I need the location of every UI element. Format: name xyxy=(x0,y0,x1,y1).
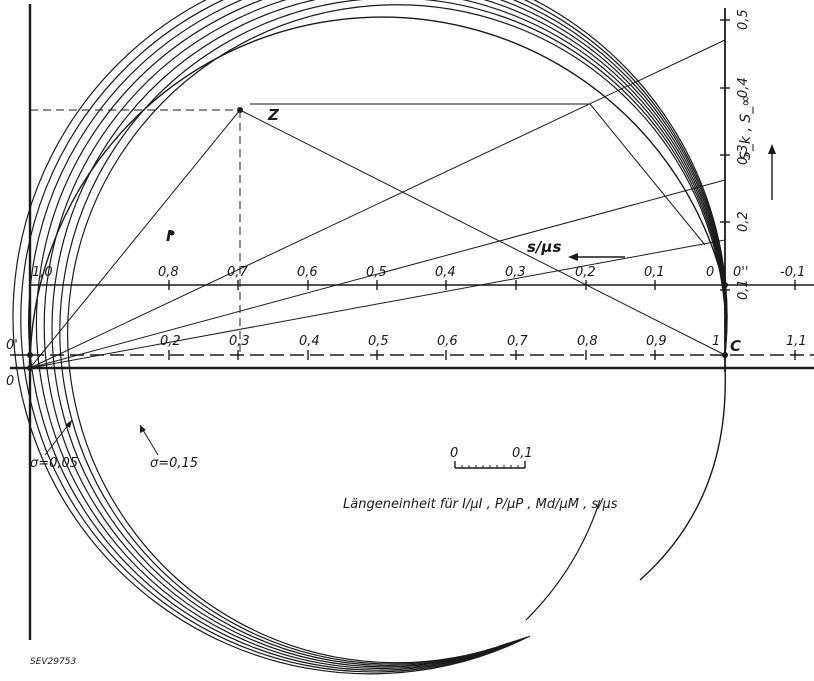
upper-tick-label: -0,1 xyxy=(780,265,805,280)
unit-bar-right-label: 0,1 xyxy=(512,446,533,461)
lower-tick-label: 0,2 xyxy=(160,334,181,349)
upper-tick-label: 0 xyxy=(706,265,714,280)
lower-tick-label: 0,8 xyxy=(577,334,598,349)
upper-scale-labels: 1,0 0,8 0,7 0,6 0,5 0,4 0,3 0,2 0,1 0 -0… xyxy=(32,265,805,280)
sigma-high-label: σ=0,15 xyxy=(150,456,198,471)
right-axis-labels: 0,1 0,2 0,3 0,4 0,5 S_k , S_∞ xyxy=(736,9,754,300)
sigma-low-label: σ=0,05 xyxy=(30,456,78,471)
right-axis-title: S_k , S_∞ xyxy=(738,95,754,160)
upper-tick-label: 0,8 xyxy=(158,265,179,280)
point-z-marker xyxy=(237,107,243,113)
right-tick-label: 0,1 xyxy=(736,279,751,300)
lower-tick-label: 0,4 xyxy=(299,334,320,349)
lower-tick-label: 1 xyxy=(712,334,720,349)
image-code: SEV29753 xyxy=(30,657,76,667)
origin-0-dblprime-label: 0'' xyxy=(733,265,748,280)
upper-tick-label: 1,0 xyxy=(32,265,53,280)
s-over-mu-label: s/μs xyxy=(527,238,561,256)
unit-scale-bar xyxy=(455,461,525,468)
point-o-prime-marker xyxy=(27,352,33,358)
up-arrow-icon xyxy=(768,144,776,200)
origin-0-prime-label: 0' xyxy=(6,338,18,353)
lower-tick-label: 0,5 xyxy=(368,334,389,349)
lower-tick-label: 0,6 xyxy=(437,334,458,349)
unit-bar-left-label: 0 xyxy=(450,446,458,461)
upper-tick-label: 0,7 xyxy=(227,265,248,280)
point-o-marker xyxy=(27,365,33,371)
lower-tick-label: 0,9 xyxy=(646,334,667,349)
lower-tick-label: 1,1 xyxy=(786,334,807,349)
right-tick-label: 0,2 xyxy=(736,211,751,232)
point-i-label: I xyxy=(166,227,172,245)
point-z-label: Z xyxy=(267,106,280,124)
unit-caption: Längeneinheit für I/μI , P/μP , Md/μM , … xyxy=(343,497,618,512)
right-tick-label: 0,5 xyxy=(736,9,751,30)
right-tick-label: 0,4 xyxy=(736,77,751,98)
upper-tick-label: 0,6 xyxy=(297,265,318,280)
upper-tick-label: 0,2 xyxy=(575,265,596,280)
origin-0-label: 0 xyxy=(6,374,14,389)
upper-tick-label: 0,5 xyxy=(366,265,387,280)
point-c-label: C xyxy=(730,337,741,355)
upper-tick-label: 0,1 xyxy=(644,265,665,280)
lower-tick-label: 0,3 xyxy=(229,334,250,349)
construction-lines xyxy=(30,40,725,368)
upper-tick-label: 0,4 xyxy=(435,265,456,280)
lower-tick-label: 0,7 xyxy=(507,334,528,349)
upper-tick-label: 0,3 xyxy=(505,265,526,280)
lower-closing-arc xyxy=(640,368,725,580)
sigma-high-arrowhead xyxy=(140,425,146,433)
